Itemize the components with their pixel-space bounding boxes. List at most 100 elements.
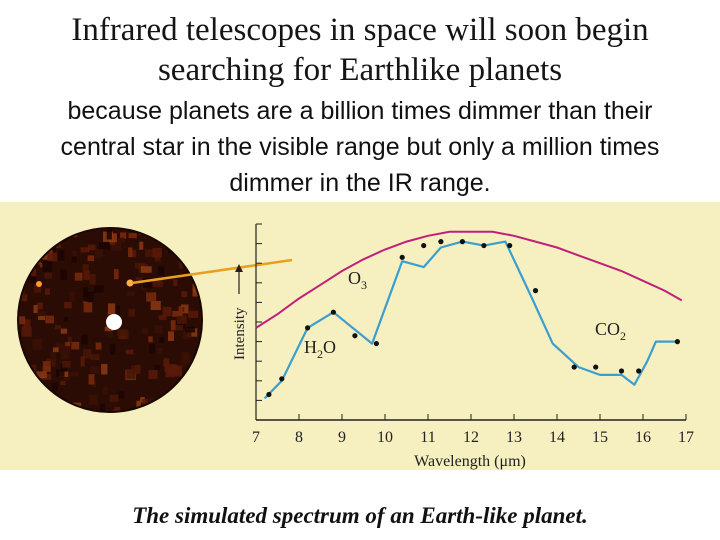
noise-speck (23, 319, 31, 328)
noise-speck (80, 247, 90, 253)
noise-speck (110, 344, 116, 355)
x-axis-label: Wavelength (μm) (414, 453, 526, 470)
noise-speck (120, 232, 127, 239)
noise-speck (18, 316, 26, 325)
noise-speck (195, 247, 202, 258)
data-point (507, 242, 513, 249)
noise-speck (140, 397, 145, 403)
noise-speck (135, 277, 143, 282)
disk-noise (18, 228, 202, 412)
noise-speck (152, 247, 162, 258)
noise-speck (148, 370, 158, 379)
noise-speck (71, 250, 77, 257)
x-tick-label: 17 (678, 429, 694, 446)
noise-speck (128, 233, 137, 239)
data-point (571, 364, 577, 370)
telescope-image-disk (17, 227, 203, 413)
x-tick-label: 10 (377, 429, 393, 446)
noise-speck (33, 240, 39, 247)
data-point (399, 254, 405, 260)
noise-speck (95, 249, 104, 258)
noise-speck (60, 380, 66, 386)
noise-speck (90, 354, 100, 361)
noise-speck (178, 258, 183, 269)
noise-speck (200, 349, 202, 358)
noise-speck (148, 404, 157, 412)
noise-speck (61, 351, 67, 360)
noise-speck (160, 397, 166, 407)
slide-subtitle-line-3: dimmer in the IR range. (229, 169, 491, 197)
noise-speck (87, 255, 95, 262)
noise-speck (164, 363, 169, 372)
noise-speck (36, 311, 47, 316)
noise-speck (19, 294, 28, 302)
data-point (636, 368, 642, 374)
data-point (279, 376, 285, 382)
noise-speck (32, 338, 43, 350)
noise-speck (58, 249, 65, 261)
noise-speck (82, 264, 89, 272)
noise-speck (43, 366, 51, 371)
noise-speck (140, 266, 152, 273)
noise-speck (111, 242, 122, 251)
noise-speck (186, 328, 198, 337)
bright-speck (36, 281, 42, 287)
noise-speck (167, 331, 175, 341)
noise-speck (145, 249, 155, 257)
noise-speck (117, 237, 125, 243)
noise-speck (131, 365, 141, 374)
noise-speck (154, 325, 163, 334)
noise-speck (55, 369, 65, 377)
noise-speck (195, 374, 202, 381)
noise-speck (176, 315, 187, 324)
noise-speck (162, 410, 168, 412)
noise-speck (149, 343, 155, 354)
x-tick-label: 9 (338, 429, 346, 446)
noise-speck (104, 326, 114, 332)
noise-speck (186, 249, 196, 259)
x-tick-label: 15 (592, 429, 608, 446)
noise-speck (63, 316, 69, 322)
noise-speck (181, 304, 189, 314)
noise-speck (99, 241, 110, 250)
x-tick-label: 16 (635, 429, 651, 446)
noise-speck (183, 329, 192, 340)
noise-speck (108, 331, 114, 337)
noise-speck (31, 268, 37, 277)
noise-speck (146, 292, 157, 302)
noise-speck (88, 374, 95, 385)
h2o-annotation: H2O (304, 337, 336, 361)
noise-speck (191, 255, 198, 262)
noise-speck (187, 258, 193, 267)
noise-speck (189, 368, 197, 377)
noise-speck (90, 366, 100, 374)
noise-speck (175, 320, 186, 328)
noise-speck (54, 325, 62, 330)
noise-speck (162, 306, 172, 317)
noise-speck (37, 302, 43, 310)
noise-speck (95, 342, 102, 350)
noise-speck (44, 406, 50, 412)
noise-speck (74, 272, 83, 281)
noise-speck (70, 371, 79, 377)
noise-speck (163, 230, 174, 238)
noise-speck (44, 272, 52, 279)
noise-speck (180, 360, 185, 368)
data-point (593, 364, 599, 370)
noise-speck (67, 336, 72, 343)
noise-speck (83, 270, 90, 280)
noise-speck (184, 375, 190, 383)
noise-speck (89, 394, 98, 405)
noise-speck (80, 356, 85, 367)
spectrum-figure: 7 8 9 10 11 12 13 14 15 16 17 H2O O3 CO2 Wavelengt… (0, 202, 720, 470)
disk-rim (17, 227, 203, 413)
noise-speck (158, 315, 167, 320)
noise-speck (52, 347, 59, 353)
noise-speck (28, 275, 36, 283)
noise-speck (151, 278, 163, 286)
noise-speck (139, 241, 144, 250)
noise-speck (166, 364, 178, 375)
o3-annotation: O3 (348, 268, 367, 292)
noise-speck (126, 369, 136, 379)
noise-speck (69, 291, 75, 301)
